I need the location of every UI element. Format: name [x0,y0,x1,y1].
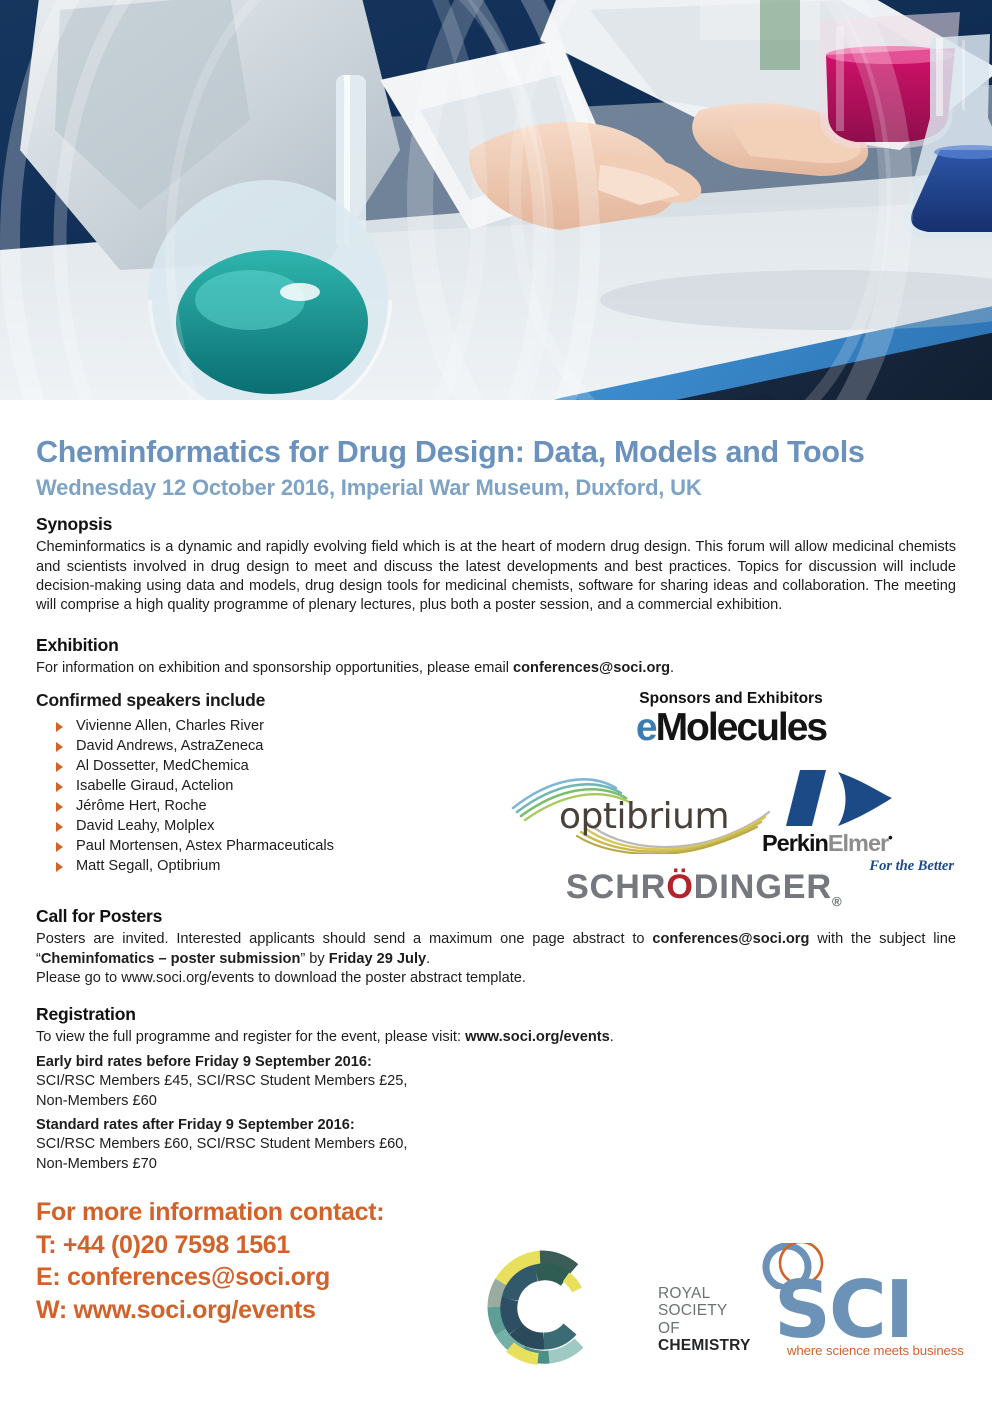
list-item: Al Dossetter, MedChemica [52,757,506,777]
optibrium-wordmark: optibrium [559,796,730,838]
perkinelmer-logo: PerkinElmer• For the Better [756,768,956,883]
schrodinger-registered-mark: ® [832,894,843,910]
synopsis-text: Cheminformatics is a dynamic and rapidly… [36,539,956,614]
exhibition-text-before: For information on exhibition and sponso… [36,659,514,676]
page-title: Cheminformatics for Drug Design: Data, M… [36,435,865,469]
exhibition-heading: Exhibition [36,634,119,655]
emolecules-logo: eMolecules [506,708,956,747]
lab-photo-illustration [0,0,992,400]
rsc-wordmark: ROYAL SOCIETY OF CHEMISTRY [658,1285,751,1354]
standard-rates-label-b: : [349,1117,355,1134]
royal-society-of-chemistry-logo: ROYAL SOCIETY OF CHEMISTRY [487,1250,750,1365]
emolecules-logo-word: Molecules [655,706,829,750]
registration-heading: Registration [36,1004,136,1025]
contact-web[interactable]: W: www.soci.org/events [36,1295,316,1324]
perkinelmer-mark-icon [786,770,892,827]
schrodinger-logo: SCHRÖDINGER® [566,868,843,909]
rsc-line-royal-society: ROYAL SOCIETY [658,1285,728,1320]
list-item: Jérôme Hert, Roche [52,797,506,817]
posters-text-d: . [426,950,431,967]
early-bird-date: Friday 9 September 2016 [194,1053,367,1070]
posters-subject-line: Cheminfomatics – poster submission [40,950,301,967]
perkinelmer-tagline: For the Better [869,858,954,875]
early-bird-label-a: Early bird rates before [36,1053,195,1070]
list-item: David Andrews, AstraZeneca [52,737,506,757]
sponsor-logos: eMolecules [506,708,956,909]
speakers-heading: Confirmed speakers include [36,690,266,711]
schrodinger-umlaut-o: Ö [666,868,694,907]
page-subtitle: Wednesday 12 October 2016, Imperial War … [36,475,702,501]
rsc-emblem-icon [487,1250,584,1365]
sci-tagline: where science meets business [787,1343,964,1358]
contact-phone[interactable]: T: +44 (0)20 7598 1561 [36,1230,291,1259]
registration-intro-end: . [609,1029,614,1046]
registration-intro: To view the full programme and register … [36,1028,956,1047]
registration-intro-text: To view the full programme and register … [36,1029,466,1046]
early-bird-rates-line1: SCI/RSC Members £45, SCI/RSC Student Mem… [36,1073,408,1090]
contact-email[interactable]: E: conferences@soci.org [36,1263,330,1292]
speakers-list: Vivienne Allen, Charles River David Andr… [36,717,506,877]
schrodinger-word-a: SCHR [566,868,667,907]
schrodinger-word-b: DINGER [693,868,833,907]
optibrium-swoosh-icon [511,778,771,856]
optibrium-logo: optibrium [511,774,773,856]
posters-template-line: Please go to www.soci.org/events to down… [36,970,526,987]
speakers-column: Confirmed speakers include Vivienne Alle… [36,690,506,904]
rsc-line-of-chemistry: OF CHEMISTRY [658,1320,751,1355]
list-item: Vivienne Allen, Charles River [52,717,506,737]
sci-logo: SCI where science meets business [750,1243,965,1363]
rsc-line-chemistry: CHEMISTRY [658,1337,751,1355]
standard-rates-date: Friday 9 September 2016 [177,1117,350,1134]
list-item: Paul Mortensen, Astex Pharmaceuticals [52,837,506,857]
early-bird-label: Early bird rates before Friday 9 Septemb… [36,1053,956,1072]
standard-rates-label-a: Standard rates after [36,1117,178,1134]
contact-heading: For more information contact: [36,1198,385,1227]
posters-heading: Call for Posters [36,906,163,927]
sci-rings-icon [762,1243,824,1289]
posters-text-c: ” by [300,950,329,967]
rsc-line-of: OF [658,1319,680,1337]
sponsors-column: Sponsors and Exhibitors eMolecules [506,690,956,909]
speakers-sponsors-row: Confirmed speakers include Vivienne Alle… [36,690,956,909]
posters-email[interactable]: conferences@soci.org [652,931,810,948]
exhibition-text: For information on exhibition and sponso… [36,659,956,678]
synopsis-heading: Synopsis [36,514,113,535]
standard-rates-line1: SCI/RSC Members £60, SCI/RSC Student Mem… [36,1136,408,1153]
perkinelmer-word-elmer: Elmer [827,830,889,857]
list-item: Matt Segall, Optibrium [52,857,506,877]
perkinelmer-trademark-dot: • [888,830,892,846]
sponsors-heading: Sponsors and Exhibitors [639,690,823,708]
exhibition-email[interactable]: conferences@soci.org [513,659,670,676]
contact-block: For more information contact: T: +44 (0)… [36,1196,956,1326]
standard-rates-line2: Non-Members £70 [36,1155,157,1172]
sci-wordmark: SCI [774,1264,914,1356]
perkinelmer-wordmark: PerkinElmer• [762,830,893,857]
posters-text-b: with the subject line “ [36,931,956,967]
emolecules-logo-e: e [635,706,658,750]
posters-text: Posters are invited. Interested applican… [36,930,956,969]
early-bird-rates-line2: Non-Members £60 [36,1092,157,1109]
standard-rates-label: Standard rates after Friday 9 September … [36,1116,956,1135]
list-item: David Leahy, Molplex [52,817,506,837]
registration-url[interactable]: www.soci.org/events [465,1029,610,1046]
list-item: Isabelle Giraud, Actelion [52,777,506,797]
posters-deadline: Friday 29 July [328,950,427,967]
exhibition-text-after: . [670,659,675,676]
perkinelmer-word-perkin: Perkin [762,830,829,857]
early-bird-label-b: : [366,1053,372,1070]
posters-text-a: Posters are invited. Interested applican… [36,931,653,948]
header-banner-image [0,0,992,400]
